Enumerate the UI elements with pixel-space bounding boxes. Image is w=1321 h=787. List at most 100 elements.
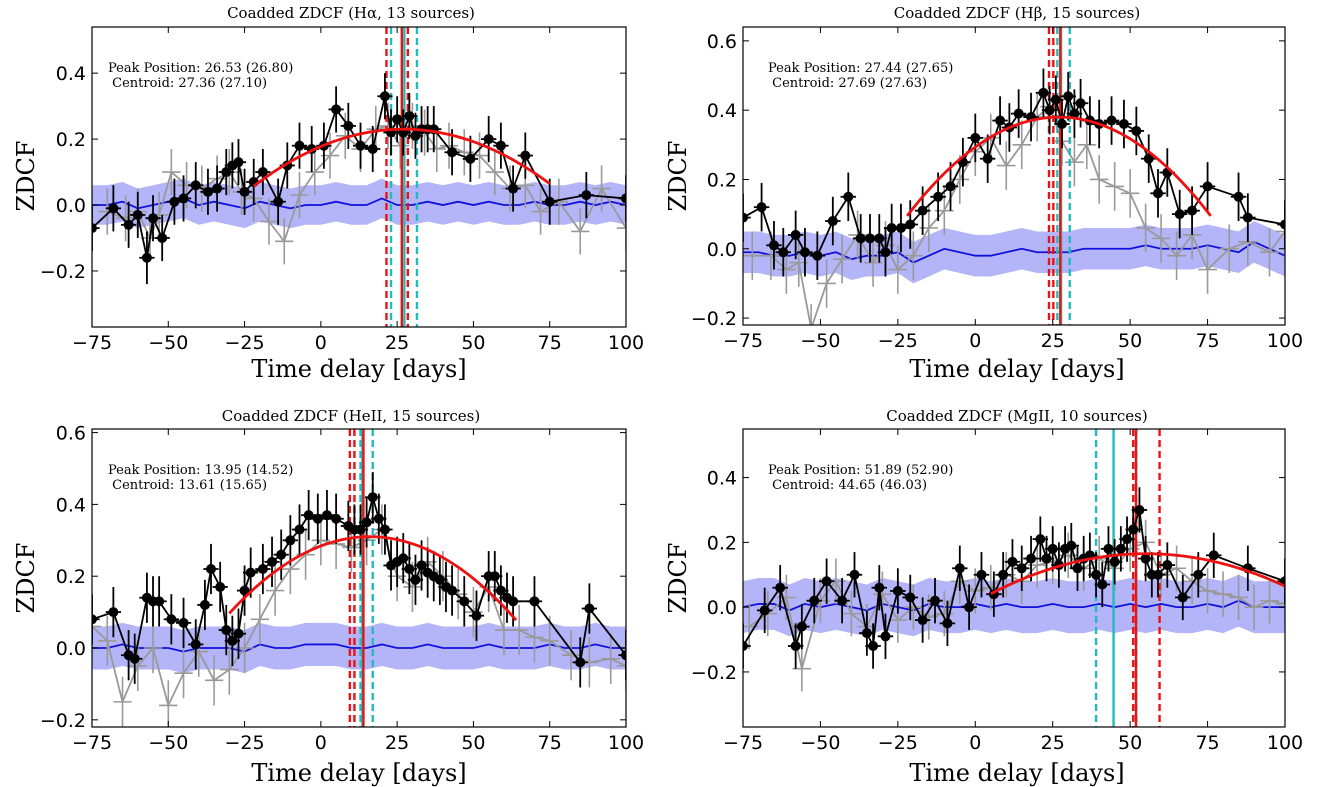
y-tick-label: 0.0 [56, 638, 86, 660]
panel-hbeta: Coadded ZDCF (Hβ, 15 sources) Time delay… [664, 4, 1303, 383]
panel-title: Coadded ZDCF (HeII, 15 sources) [222, 407, 480, 425]
coadded-point [933, 191, 944, 202]
coadded-point [529, 596, 540, 607]
coadded-point [1097, 579, 1108, 590]
coadded-point [471, 610, 482, 621]
coadded-series [92, 73, 626, 285]
coadded-point [178, 617, 189, 628]
x-tick-label: −25 [878, 330, 918, 352]
coadded-point [434, 574, 445, 585]
y-tick-label: 0.2 [707, 532, 737, 554]
coadded-series [92, 472, 626, 688]
coadded-point [1208, 550, 1219, 561]
coadded-point [239, 585, 250, 596]
y-tick-label: −0.2 [691, 308, 737, 330]
peak-annotation: Peak Position: 27.44 (27.65) [768, 61, 953, 76]
coadded-point [1242, 212, 1253, 223]
coadded-point [1050, 94, 1061, 105]
coadded-point [392, 114, 403, 125]
centroid-annotation: Centroid: 13.61 (15.65) [108, 478, 267, 493]
panel-mgii: Coadded ZDCF (MgII, 10 sources) Time del… [664, 407, 1303, 787]
coadded-point [245, 567, 256, 578]
x-tick-label: −75 [72, 732, 112, 754]
coadded-point [1072, 563, 1083, 574]
panel-title: Coadded ZDCF (MgII, 10 sources) [886, 407, 1147, 425]
coadded-point [398, 553, 409, 564]
coadded-point [495, 585, 506, 596]
x-tick-label: −75 [723, 732, 763, 754]
y-tick-label: 0.4 [707, 100, 737, 122]
coadded-point [294, 140, 305, 151]
y-tick-label: 0.6 [56, 423, 86, 445]
coadded-point [508, 596, 519, 607]
coadded-point [827, 216, 838, 227]
coadded-point [404, 111, 415, 122]
coadded-point [129, 653, 140, 664]
x-tick-label: 50 [1118, 330, 1142, 352]
centroid-annotation: Centroid: 27.36 (27.10) [108, 76, 267, 91]
x-tick-label: 100 [1267, 732, 1303, 754]
coadded-point [355, 524, 366, 535]
fit-curve [228, 535, 518, 622]
x-axis-label: Time delay [days] [909, 759, 1124, 787]
axes-frame [742, 26, 1286, 326]
coadded-point [1280, 219, 1285, 230]
coadded-point [1134, 504, 1145, 515]
coadded-point [1122, 534, 1133, 545]
coadded-point [998, 569, 1009, 580]
coadded-point [917, 615, 928, 626]
coadded-point [1153, 569, 1164, 580]
coadded-point [239, 186, 250, 197]
axes-frame [91, 26, 627, 328]
coadded-point [905, 592, 916, 603]
coadded-point [178, 193, 189, 204]
y-axis-label: ZDCF [12, 141, 40, 212]
x-tick-label: 75 [538, 732, 562, 754]
coadded-point [489, 571, 500, 582]
coadded-point [1035, 534, 1046, 545]
coadded-point [154, 596, 165, 607]
coadded-point [874, 582, 885, 593]
y-tick-label: −0.2 [40, 710, 86, 732]
plot-area [92, 429, 626, 727]
coadded-point [447, 585, 458, 596]
coadded-point [1038, 87, 1049, 98]
y-tick-label: 0.4 [56, 63, 86, 85]
coadded-point [892, 585, 903, 596]
coadded-point [930, 595, 941, 606]
coadded-point [874, 233, 885, 244]
coadded-point [790, 641, 801, 652]
y-tick-label: 0.0 [707, 597, 737, 619]
coadded-point [1057, 119, 1068, 130]
coadded-point [970, 132, 981, 143]
coadded-point [257, 564, 268, 575]
coadded-point [799, 247, 810, 258]
y-tick-label: 0.4 [56, 494, 86, 516]
coadded-line [743, 509, 1285, 650]
coadded-point [1140, 553, 1151, 564]
x-tick-label: 100 [608, 732, 644, 754]
alternate-line [752, 105, 1285, 325]
coadded-point [581, 190, 592, 201]
panel-title: Coadded ZDCF (Hβ, 15 sources) [894, 4, 1140, 22]
y-tick-label: −0.2 [40, 261, 86, 283]
x-tick-label: −75 [72, 332, 112, 354]
x-axis-label: Time delay [days] [251, 759, 466, 787]
coadded-point [759, 605, 770, 616]
coadded-point [1177, 592, 1188, 603]
centroid-annotation: Centroid: 27.69 (27.63) [768, 76, 927, 91]
y-axis-label: ZDCF [664, 543, 692, 614]
coadded-point [294, 524, 305, 535]
coadded-point [1193, 569, 1204, 580]
coadded-point [416, 560, 427, 571]
x-tick-label: −25 [225, 332, 265, 354]
coadded-point [1069, 108, 1080, 119]
coadded-point [1066, 540, 1077, 551]
coadded-point [575, 657, 586, 668]
coadded-point [410, 130, 421, 141]
x-tick-label: 75 [538, 332, 562, 354]
coadded-point [1044, 105, 1055, 116]
coadded-point [743, 641, 748, 652]
coadded-point [465, 153, 476, 164]
y-tick-label: 0.2 [56, 566, 86, 588]
